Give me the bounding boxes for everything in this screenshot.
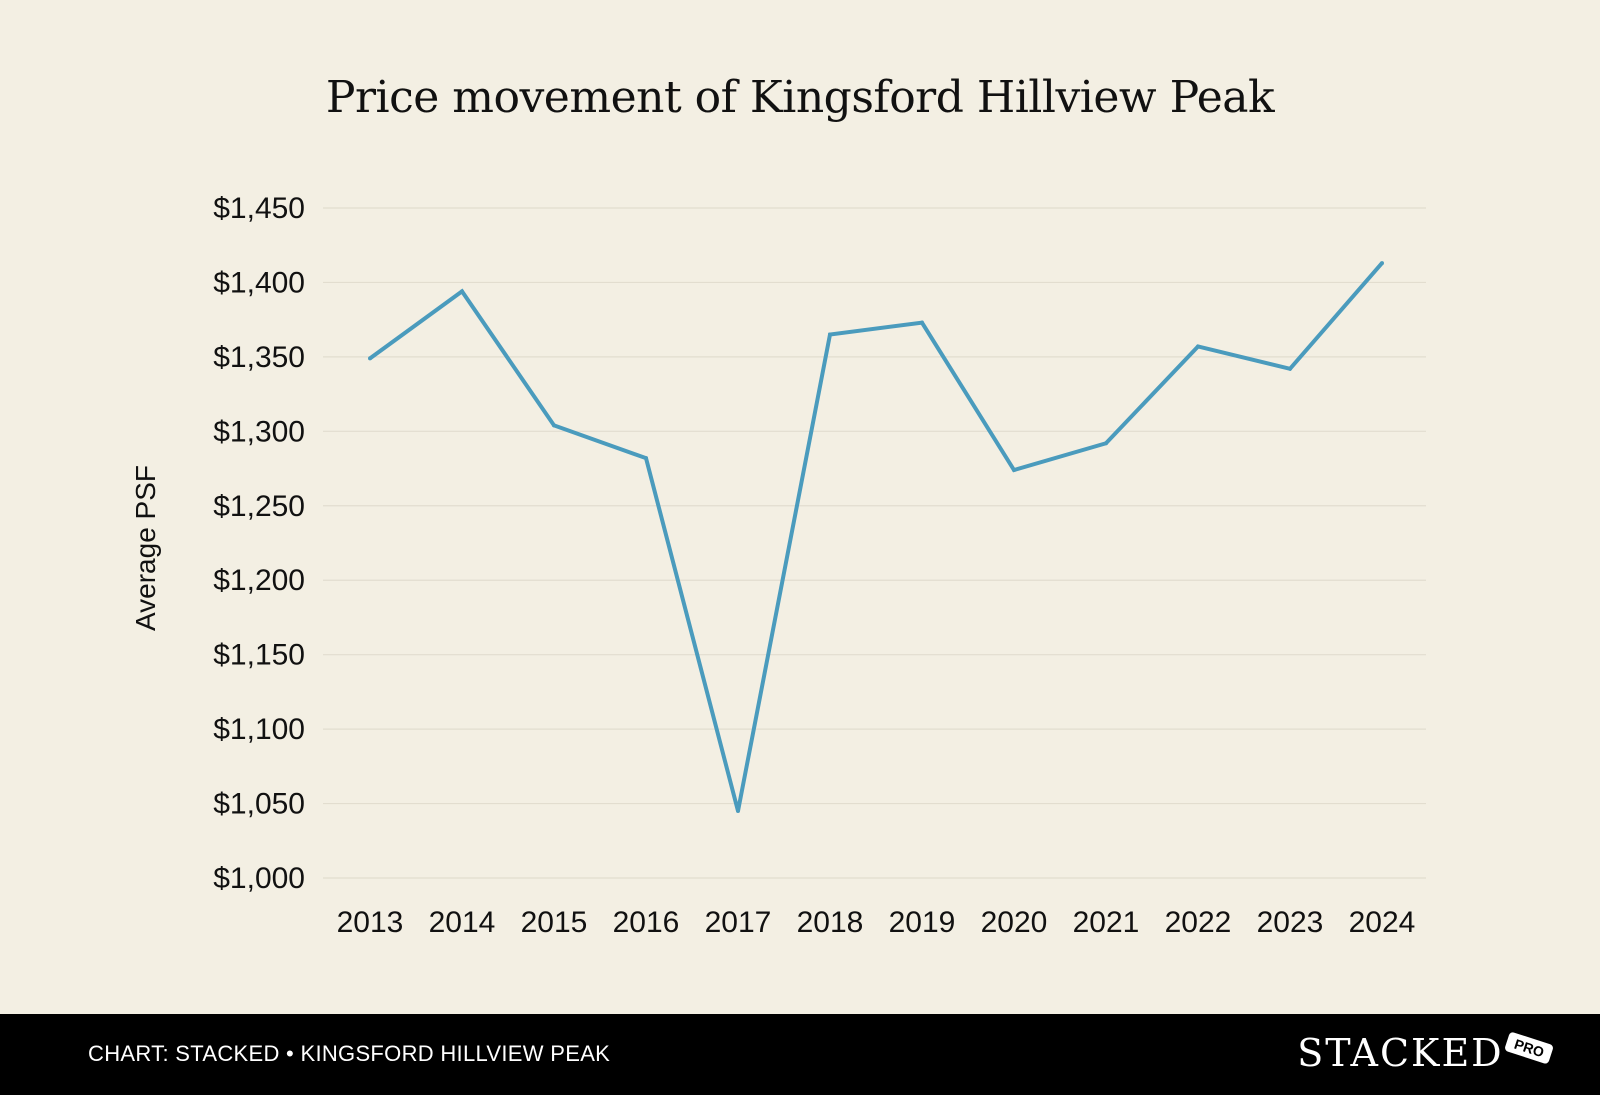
line-chart: $1,000 $1,050 $1,100 $1,150 $1,200 $1,250 $1,3… [130, 192, 1426, 939]
x-tick-label: 2018 [797, 906, 864, 939]
x-tick-label: 2014 [429, 906, 496, 939]
y-axis-ticks: $1,000 $1,050 $1,100 $1,150 $1,200 $1,250 $1,3… [213, 192, 305, 895]
y-axis-title: Average PSF [130, 465, 161, 631]
y-tick-label: $1,350 [213, 341, 305, 374]
x-tick-label: 2022 [1165, 906, 1232, 939]
data-point [1012, 468, 1016, 473]
footer-bar: CHART: STACKED • KINGSFORD HILLVIEW PEAK… [0, 1014, 1600, 1095]
y-tick-label: $1,200 [213, 564, 305, 597]
y-tick-label: $1,150 [213, 639, 305, 672]
x-axis-ticks: 2013 2014 2015 2016 2017 2018 2019 2020 2021 2022… [337, 906, 1416, 939]
y-tick-label: $1,250 [213, 490, 305, 523]
x-tick-label: 2024 [1349, 906, 1416, 939]
y-tick-label: $1,300 [213, 415, 305, 448]
series-layer [368, 261, 1384, 813]
chart-source: CHART: STACKED • KINGSFORD HILLVIEW PEAK [88, 1041, 611, 1066]
x-tick-label: 2021 [1073, 906, 1140, 939]
chart-title: Price movement of Kingsford Hillview Pea… [325, 72, 1275, 123]
x-tick-label: 2013 [337, 906, 404, 939]
x-tick-label: 2016 [613, 906, 680, 939]
y-tick-label: $1,100 [213, 713, 305, 746]
pro-badge: PRO [1503, 1031, 1554, 1065]
y-tick-label: $1,050 [213, 788, 305, 821]
data-point [1288, 366, 1292, 371]
y-tick-label: $1,400 [213, 266, 305, 299]
data-point [1380, 261, 1384, 266]
x-tick-label: 2015 [521, 906, 588, 939]
x-tick-label: 2019 [889, 906, 956, 939]
x-tick-label: 2020 [981, 906, 1048, 939]
y-tick-label: $1,450 [213, 192, 305, 225]
y-tick-label: $1,000 [213, 862, 305, 895]
data-point [552, 423, 556, 428]
gridlines [323, 207, 1426, 879]
data-point [828, 332, 832, 337]
data-point [644, 456, 648, 461]
data-point [736, 809, 740, 813]
x-tick-label: 2023 [1257, 906, 1324, 939]
data-point [1104, 441, 1108, 446]
data-point [460, 289, 464, 294]
brand-logo: STACKED PRO [1297, 1028, 1554, 1078]
data-point [368, 356, 372, 361]
data-point [920, 320, 924, 325]
x-tick-label: 2017 [705, 906, 772, 939]
data-point [1196, 344, 1200, 349]
brand-name: STACKED [1297, 1031, 1504, 1075]
series-line [368, 261, 1384, 812]
